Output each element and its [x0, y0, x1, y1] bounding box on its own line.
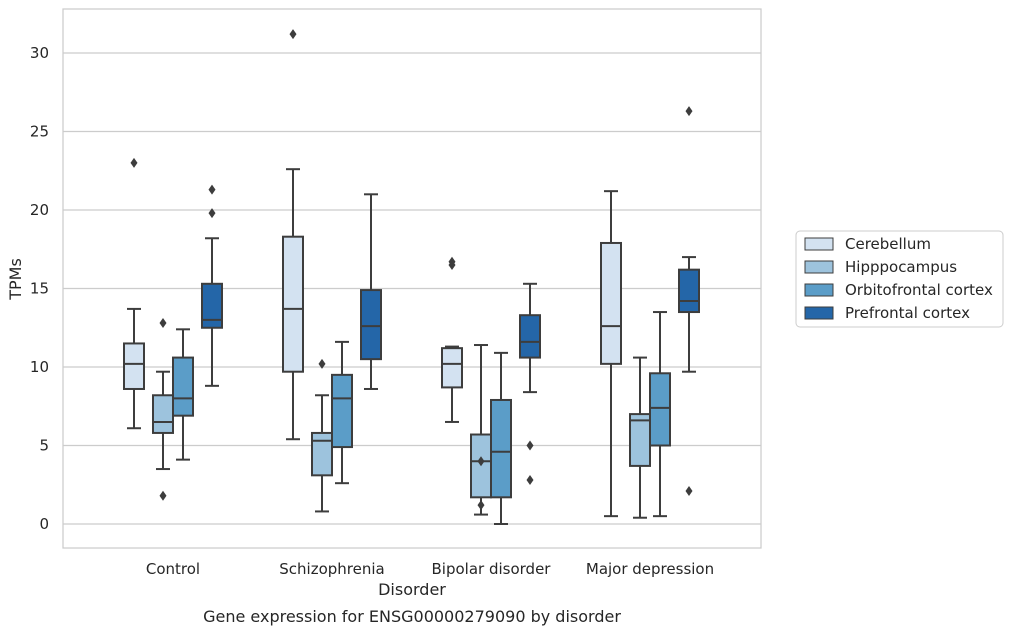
- legend-label: Orbitofrontal cortex: [845, 281, 993, 299]
- box-iqr: [519, 314, 541, 359]
- box-group: [600, 190, 622, 518]
- outlier-point: [130, 157, 138, 168]
- box-group: [470, 344, 492, 516]
- box-group: [649, 311, 671, 518]
- box-iqr: [490, 398, 512, 499]
- outlier-point: [526, 440, 534, 451]
- box-iqr: [201, 282, 223, 329]
- box-iqr: [282, 235, 304, 373]
- box-group: [311, 358, 333, 513]
- legend-label: Prefrontal cortex: [845, 304, 970, 322]
- outlier-point: [477, 456, 485, 467]
- legend: Cerebellum Hipppocampus Orbitofrontal cort…: [795, 230, 1004, 328]
- box-group: [678, 106, 700, 497]
- chart-caption: Gene expression for ENSG00000279090 by d…: [203, 607, 621, 626]
- outlier-point: [526, 475, 534, 486]
- box-group: [201, 184, 223, 387]
- y-tick-label: 30: [30, 44, 49, 62]
- box-iqr: [311, 431, 333, 477]
- outlier-point: [685, 106, 693, 117]
- box-iqr: [678, 268, 700, 314]
- x-tick-labels: Control Schizophrenia Bipolar disorder Majo…: [146, 560, 714, 578]
- x-tick-label: Schizophrenia: [279, 560, 384, 578]
- outlier-point: [289, 29, 297, 40]
- box-iqr: [360, 289, 382, 361]
- outlier-point: [318, 358, 326, 369]
- y-tick-label: 20: [30, 201, 49, 219]
- x-axis-title: Disorder: [378, 580, 446, 599]
- legend-label: Hipppocampus: [845, 258, 957, 276]
- box-group: [360, 193, 382, 390]
- box-iqr: [172, 356, 194, 417]
- plot-background: [63, 9, 761, 548]
- y-tick-label: 5: [39, 437, 49, 455]
- box-group: [123, 157, 145, 430]
- y-axis-title: TPMs: [6, 258, 25, 301]
- outlier-point: [477, 500, 485, 511]
- box-group: [519, 282, 541, 486]
- box-iqr: [441, 347, 463, 389]
- y-tick-labels: 0 5 10 15 20 25 30: [30, 44, 49, 533]
- legend-frame: [795, 230, 1004, 328]
- outlier-point: [685, 486, 693, 497]
- box-group: [152, 318, 174, 501]
- box-iqr: [629, 413, 651, 467]
- outlier-point: [159, 318, 167, 329]
- outlier-point: [208, 184, 216, 195]
- y-tick-label: 25: [30, 123, 49, 141]
- box-group: [490, 351, 512, 525]
- x-tick-label: Control: [146, 560, 200, 578]
- box-iqr: [600, 241, 622, 365]
- x-tick-label: Bipolar disorder: [432, 560, 552, 578]
- y-tick-label: 15: [30, 280, 49, 298]
- box-group: [172, 328, 194, 461]
- legend-label: Cerebellum: [845, 235, 931, 253]
- box-group: [282, 29, 304, 441]
- box-iqr: [123, 342, 145, 390]
- box-iqr: [649, 372, 671, 447]
- outlier-point: [448, 256, 456, 267]
- y-tick-label: 10: [30, 358, 49, 376]
- legend-swatch: [804, 283, 834, 297]
- box-group: [441, 256, 463, 423]
- x-tick-label: Major depression: [586, 560, 714, 578]
- plot-frame: [62, 8, 762, 549]
- legend-swatch: [804, 260, 834, 274]
- legend-swatch: [804, 237, 834, 251]
- legend-swatch: [804, 306, 834, 320]
- box-groups: [123, 29, 700, 525]
- y-tick-label: 0: [39, 515, 49, 533]
- outlier-point: [159, 490, 167, 501]
- box-iqr: [152, 394, 174, 434]
- outlier-point: [208, 208, 216, 219]
- box-iqr: [331, 373, 353, 449]
- box-group: [331, 340, 353, 485]
